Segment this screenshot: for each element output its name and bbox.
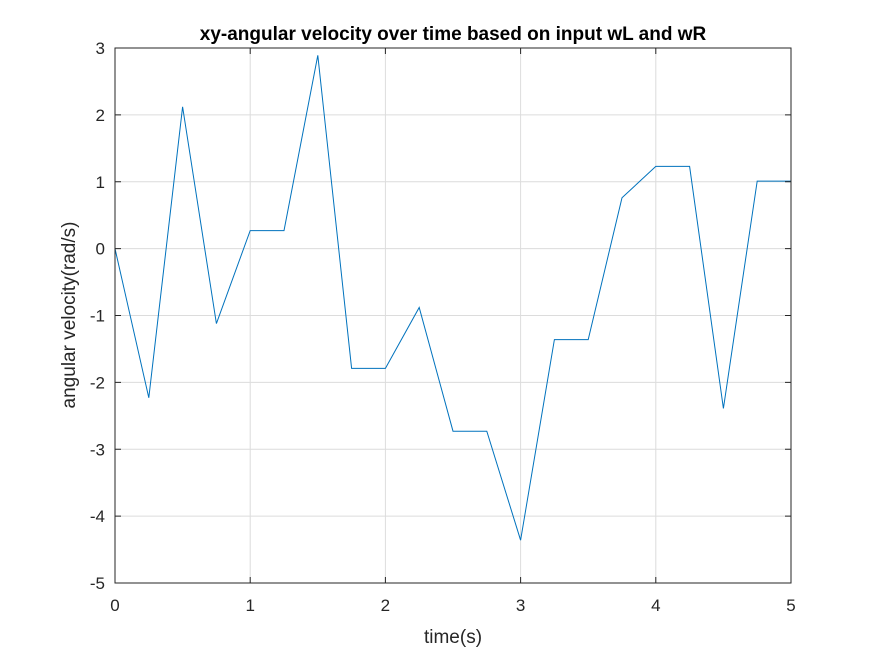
series-line bbox=[114, 55, 791, 541]
x-tick-label: 3 bbox=[516, 596, 525, 615]
y-tick-label: 3 bbox=[96, 39, 105, 58]
x-tick-labels: 0 1 2 3 4 5 bbox=[110, 596, 795, 615]
y-tick-label: -1 bbox=[90, 307, 105, 326]
chart-title: xy-angular velocity over time based on i… bbox=[200, 24, 707, 45]
x-tick-label: 0 bbox=[110, 596, 119, 615]
x-tick-label: 1 bbox=[245, 596, 254, 615]
x-axis-label: time(s) bbox=[424, 627, 482, 648]
y-tick-labels: -5 -4 -3 -2 -1 0 1 2 3 bbox=[90, 39, 105, 593]
y-tick-label: 2 bbox=[96, 106, 105, 125]
y-tick-label: -3 bbox=[90, 440, 105, 459]
y-tick-label: 1 bbox=[96, 173, 105, 192]
x-tick-label: 4 bbox=[651, 596, 660, 615]
y-axis-label: angular velocity(rad/s) bbox=[59, 222, 80, 409]
tick-marks bbox=[114, 47, 792, 584]
series-layer bbox=[114, 55, 791, 541]
x-tick-label: 5 bbox=[786, 596, 795, 615]
y-tick-label: -4 bbox=[90, 507, 105, 526]
y-tick-label: -2 bbox=[90, 373, 105, 392]
x-tick-label: 2 bbox=[381, 596, 390, 615]
y-tick-label: 0 bbox=[96, 240, 105, 259]
y-tick-label: -5 bbox=[90, 574, 105, 593]
